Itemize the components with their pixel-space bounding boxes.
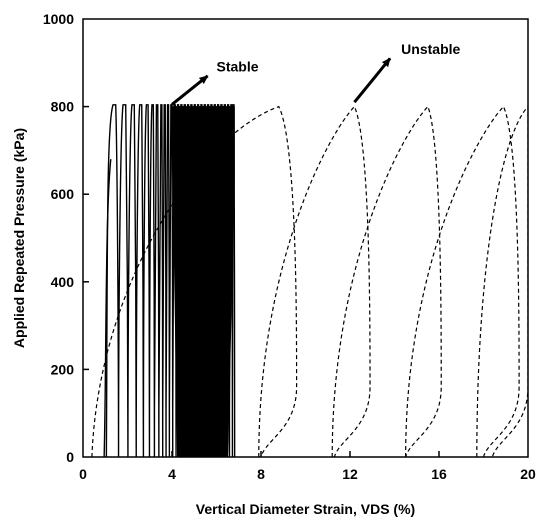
x-tick-label: 4	[168, 466, 176, 482]
annotation-arrow	[353, 57, 392, 104]
annotation-layer: Stable Unstable	[171, 41, 461, 106]
y-tick-label: 600	[51, 186, 75, 202]
y-tick-label: 800	[51, 99, 75, 115]
unstable-series-loop	[258, 105, 371, 457]
stable-series-initial-branch	[103, 159, 112, 457]
x-tick-label: 0	[79, 466, 87, 482]
x-tick-label: 8	[257, 466, 265, 482]
y-axis-label: Applied Repeated Pressure (kPa)	[11, 128, 27, 348]
annotation-arrow	[171, 74, 209, 106]
x-tick-label: 12	[342, 466, 358, 482]
annotation-label: Unstable	[401, 41, 460, 57]
unstable-series-loop	[331, 105, 442, 457]
y-tick-label: 1000	[43, 11, 74, 27]
y-tick-label: 200	[51, 361, 75, 377]
plot-frame	[82, 18, 529, 458]
x-tick-label: 16	[431, 466, 447, 482]
y-tick-label: 0	[66, 449, 74, 465]
y-tick-label: 400	[51, 274, 75, 290]
series-layer	[91, 104, 528, 457]
unstable-series-loop	[405, 105, 520, 457]
unstable-series-loop	[476, 105, 528, 457]
x-axis-label: Vertical Diameter Strain, VDS (%)	[196, 501, 415, 517]
stable-series-dense-loops	[171, 106, 235, 457]
annotation-label: Stable	[217, 59, 259, 75]
x-tick-label: 20	[520, 466, 536, 482]
